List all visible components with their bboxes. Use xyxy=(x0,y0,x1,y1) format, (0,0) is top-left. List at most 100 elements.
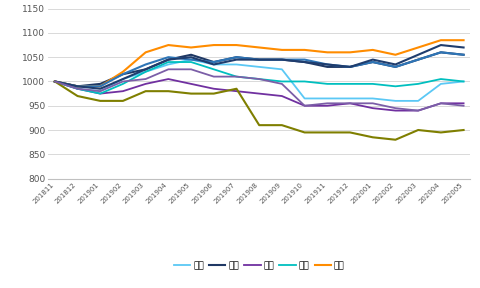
成都 xyxy=(120,70,126,73)
天津 xyxy=(166,60,171,64)
上海 xyxy=(52,80,58,83)
大连 xyxy=(461,46,467,49)
南京 xyxy=(347,102,353,105)
成都 xyxy=(279,48,285,52)
北京 xyxy=(347,97,353,100)
青岛 xyxy=(188,92,194,95)
广州 xyxy=(347,102,353,105)
北京 xyxy=(324,97,330,100)
杭州 xyxy=(166,56,171,59)
大连 xyxy=(188,56,194,59)
天津 xyxy=(324,82,330,86)
广州 xyxy=(234,90,240,93)
上海 xyxy=(302,60,308,64)
广州 xyxy=(75,87,81,90)
大连 xyxy=(166,58,171,61)
成都 xyxy=(438,39,444,42)
大连 xyxy=(302,60,308,64)
广州 xyxy=(52,80,58,83)
青岛 xyxy=(120,99,126,103)
广州 xyxy=(324,104,330,107)
广州 xyxy=(370,107,376,110)
上海 xyxy=(370,60,376,64)
青岛 xyxy=(347,131,353,134)
杭州 xyxy=(143,63,148,66)
天津 xyxy=(234,75,240,78)
广州 xyxy=(97,92,103,95)
上海 xyxy=(279,58,285,61)
青岛 xyxy=(279,124,285,127)
上海 xyxy=(120,73,126,76)
天津 xyxy=(211,68,216,71)
成都 xyxy=(166,43,171,47)
成都 xyxy=(370,48,376,52)
Line: 青岛: 青岛 xyxy=(55,82,464,140)
杭州 xyxy=(97,85,103,88)
大连 xyxy=(279,58,285,61)
天津 xyxy=(415,82,421,86)
广州 xyxy=(120,90,126,93)
广州 xyxy=(279,94,285,98)
北京 xyxy=(120,77,126,81)
成都 xyxy=(143,51,148,54)
青岛 xyxy=(393,138,398,141)
北京 xyxy=(256,65,262,69)
青岛 xyxy=(461,128,467,132)
大连 xyxy=(370,58,376,61)
天津 xyxy=(347,82,353,86)
大连 xyxy=(347,65,353,69)
青岛 xyxy=(415,128,421,132)
青岛 xyxy=(211,92,216,95)
北京 xyxy=(302,97,308,100)
成都 xyxy=(234,43,240,47)
广州 xyxy=(188,82,194,86)
杭州 xyxy=(393,65,398,69)
南京 xyxy=(97,90,103,93)
成都 xyxy=(256,46,262,49)
大连 xyxy=(438,43,444,47)
南京 xyxy=(415,109,421,112)
上海 xyxy=(347,65,353,69)
北京 xyxy=(75,87,81,90)
成都 xyxy=(347,51,353,54)
青岛 xyxy=(370,136,376,139)
Line: 广州: 广州 xyxy=(55,79,464,111)
Legend: 杭州, 大连, 青岛, 南京: 杭州, 大连, 青岛, 南京 xyxy=(125,285,267,288)
Line: 成都: 成都 xyxy=(55,40,464,86)
青岛 xyxy=(75,94,81,98)
北京 xyxy=(393,99,398,103)
南京 xyxy=(143,77,148,81)
青岛 xyxy=(302,131,308,134)
上海 xyxy=(143,68,148,71)
南京 xyxy=(166,68,171,71)
大连 xyxy=(52,80,58,83)
南京 xyxy=(393,107,398,110)
上海 xyxy=(188,53,194,56)
杭州 xyxy=(324,63,330,66)
北京 xyxy=(143,70,148,73)
上海 xyxy=(166,58,171,61)
北京 xyxy=(97,90,103,93)
杭州 xyxy=(461,53,467,56)
杭州 xyxy=(438,51,444,54)
成都 xyxy=(75,85,81,88)
北京 xyxy=(166,63,171,66)
天津 xyxy=(143,70,148,73)
广州 xyxy=(393,109,398,112)
南京 xyxy=(461,104,467,107)
Line: 大连: 大连 xyxy=(55,45,464,89)
杭州 xyxy=(188,58,194,61)
天津 xyxy=(438,77,444,81)
广州 xyxy=(256,92,262,95)
杭州 xyxy=(120,73,126,76)
杭州 xyxy=(415,58,421,61)
杭州 xyxy=(347,65,353,69)
天津 xyxy=(256,77,262,81)
北京 xyxy=(211,63,216,66)
成都 xyxy=(211,43,216,47)
青岛 xyxy=(97,99,103,103)
南京 xyxy=(211,75,216,78)
上海 xyxy=(75,85,81,88)
天津 xyxy=(393,85,398,88)
北京 xyxy=(370,97,376,100)
